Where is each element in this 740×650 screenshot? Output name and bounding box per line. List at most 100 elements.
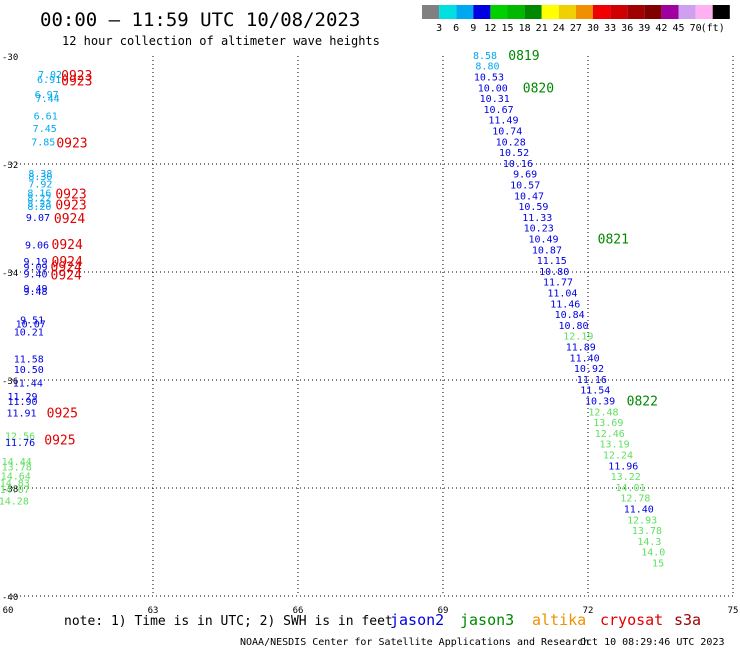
legend-swatch [439, 5, 457, 19]
wave-height-label: 14.07 [0, 485, 30, 496]
legend-label: (ft) [701, 23, 725, 34]
satellite-name-jason2: jason2 [390, 611, 444, 629]
wave-height-label: 14.28 [0, 496, 29, 507]
wave-height-label: 11.58 [14, 354, 44, 365]
wave-height-label: 7.92 [28, 179, 52, 190]
wave-height-label: 8.20 [27, 202, 51, 213]
wave-height-label: 10.92 [574, 364, 604, 375]
wave-height-labels: 7.026.91 6.977.44 6.61 7.45 7.85 8.388.307.92… [0, 51, 665, 570]
legend-swatch [593, 5, 611, 19]
legend-label: 30 [587, 23, 599, 34]
wave-height-label: 9.51 [20, 316, 44, 327]
satellite-name-jason3: jason3 [460, 611, 514, 629]
lat-tick-label: -34 [2, 269, 18, 279]
lat-tick-label: -30 [2, 53, 18, 63]
wave-height-label: 7.45 [33, 124, 57, 135]
wave-height-label: 11.40 [570, 353, 600, 364]
legend-swatch [712, 5, 730, 19]
wave-height-label: 11.77 [543, 278, 573, 289]
wave-height-label: 11.40 [624, 505, 654, 516]
pass-time-labels: 0923092309230923092309240924092409240924… [44, 49, 658, 448]
wave-height-label: 12.19 [563, 332, 593, 343]
wave-height-label: 10.67 [484, 105, 514, 116]
lon-tick-label: 63 [148, 606, 159, 616]
wave-height-label: 11.44 [13, 379, 43, 390]
legend-swatch [507, 5, 525, 19]
wave-height-label: 10.00 [478, 83, 508, 94]
legend-label: 18 [519, 23, 531, 34]
wave-height-label: 12.56 [5, 432, 35, 443]
wave-height-label: 10.21 [14, 327, 44, 338]
wave-height-label: 9.19 [24, 257, 48, 268]
map-title: 00:00 – 11:59 UTC 10/08/2023 [40, 9, 360, 31]
pass-time-label: 0924 [51, 269, 82, 284]
wave-height-label: 10.47 [514, 191, 544, 202]
wave-height-label: 10.16 [503, 159, 533, 170]
legend-label: 42 [655, 23, 667, 34]
wave-height-label: 10.80 [558, 321, 588, 332]
wave-height-label: 10.07 [16, 319, 46, 330]
wave-height-label: 11.04 [547, 289, 577, 300]
wave-height-label: 8.30 [28, 172, 52, 183]
pass-time-label: 0925 [47, 406, 78, 421]
pass-time-label: 0924 [52, 255, 83, 270]
wave-height-label: 15 [652, 559, 664, 570]
wave-height-label: 12.93 [627, 515, 657, 526]
wave-height-label: 6.91 [37, 75, 61, 86]
legend-swatch [422, 5, 440, 19]
wave-height-label: 9.07 [26, 213, 50, 224]
wave-height-label: 8.22 [27, 193, 51, 204]
wave-height-label: 12.24 [603, 451, 633, 462]
wave-height-label: 12.46 [595, 429, 625, 440]
legend-swatch [695, 5, 713, 19]
wave-height-label: 11.89 [566, 343, 596, 354]
footer-note: note: 1) Time is in UTC; 2) SWH is in fe… [64, 614, 393, 629]
pass-time-label: 0923 [61, 69, 92, 84]
legend-swatch [627, 5, 645, 19]
pass-time-label: 0822 [627, 395, 658, 410]
pass-time-label: 0923 [55, 199, 86, 214]
wave-height-label: 14.3 [637, 537, 661, 548]
lat-tick-label: -36 [2, 377, 18, 387]
pass-time-label: 0820 [523, 81, 554, 96]
legend-label: 9 [470, 23, 476, 34]
wave-height-label: 8.16 [27, 189, 51, 200]
satellite-name-cryosat: cryosat [600, 611, 663, 629]
legend-swatch [473, 5, 491, 19]
legend-label: 3 [436, 23, 442, 34]
wave-height-label: 11.96 [608, 461, 638, 472]
wave-height-label: 11.16 [577, 375, 607, 386]
map-subtitle: 12 hour collection of altimeter wave hei… [62, 34, 380, 48]
lon-tick-label: 69 [438, 606, 449, 616]
pass-time-label: 0923 [61, 74, 92, 89]
legend-swatch [558, 5, 576, 19]
wave-height-label: 14.44 [2, 457, 32, 468]
wave-height-label: 11.33 [522, 213, 552, 224]
wave-height-label: 10.31 [480, 94, 510, 105]
wave-height-label: 13.78 [632, 526, 662, 537]
legend-swatch [524, 5, 542, 19]
wave-height-label: 13.69 [593, 418, 623, 429]
wave-height-label: 8.23 [27, 199, 51, 210]
wave-height-label: 7.85 [31, 137, 55, 148]
wave-height-label: 10.74 [492, 127, 522, 138]
wave-height-label: 11.54 [580, 386, 610, 397]
wave-height-label: 14.0 [641, 548, 665, 559]
satellite-name-altika: altika [532, 611, 586, 629]
legend-label: 27 [570, 23, 582, 34]
wave-height-label: 10.80 [539, 267, 569, 278]
legend-swatch [661, 5, 679, 19]
wave-height-label: 9.69 [513, 170, 537, 181]
credit-text: NOAA/NESDIS Center for Satellite Applica… [240, 637, 589, 648]
wave-height-label: 10.23 [524, 224, 554, 235]
wave-height-label: 10.50 [14, 365, 44, 376]
legend-label: 70 [690, 23, 702, 34]
wave-height-label: 11.49 [488, 116, 518, 127]
legend-label: 33 [604, 23, 616, 34]
lon-tick-label: 72 [583, 606, 594, 616]
legend-swatch [456, 5, 474, 19]
wave-height-label: 10.87 [532, 245, 562, 256]
wave-height-label: 9.49 [24, 284, 48, 295]
legend-label: 36 [621, 23, 633, 34]
